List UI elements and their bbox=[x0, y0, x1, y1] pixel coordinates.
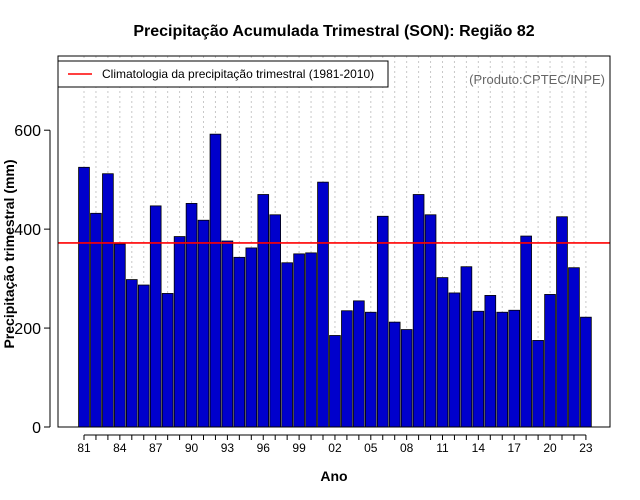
x-axis-label: Ano bbox=[320, 468, 347, 484]
x-tick-label: 02 bbox=[328, 441, 342, 455]
x-tick-label: 84 bbox=[113, 441, 127, 455]
bar-1996 bbox=[257, 194, 270, 428]
x-tick-label: 81 bbox=[77, 441, 91, 455]
bar-2007 bbox=[388, 321, 401, 428]
bar-1986 bbox=[137, 284, 150, 428]
bar-1988 bbox=[161, 293, 174, 428]
bar-1997 bbox=[269, 214, 281, 428]
x-tick-label: 17 bbox=[508, 441, 522, 455]
bar-2005 bbox=[364, 311, 377, 428]
x-tick-label: 20 bbox=[543, 441, 557, 455]
y-axis-label: Precipitação trimestral (mm) bbox=[1, 159, 17, 348]
bar-2023 bbox=[580, 316, 592, 428]
bar-1984 bbox=[114, 243, 126, 428]
bar-2006 bbox=[376, 215, 389, 428]
bar-2000 bbox=[305, 252, 317, 428]
credit-text: (Produto:CPTEC/INPE) bbox=[469, 72, 605, 87]
x-tick-label: 05 bbox=[364, 441, 378, 455]
bar-2010 bbox=[424, 214, 437, 428]
legend-label: Climatologia da precipitação trimestral … bbox=[102, 67, 374, 81]
bar-1998 bbox=[281, 262, 293, 428]
bar-2008 bbox=[400, 329, 413, 428]
bar-2013 bbox=[460, 266, 473, 428]
bar-1990 bbox=[185, 203, 198, 428]
bar-1995 bbox=[245, 247, 258, 428]
bars bbox=[78, 133, 592, 428]
y-tick-label: 600 bbox=[14, 123, 41, 140]
bar-1999 bbox=[293, 253, 305, 428]
x-tick-label: 90 bbox=[185, 441, 199, 455]
bar-2017 bbox=[508, 309, 520, 428]
bar-2003 bbox=[341, 310, 353, 428]
plot-frame bbox=[57, 55, 611, 428]
legend-box bbox=[57, 60, 389, 88]
chart-title: Precipitação Acumulada Trimestral (SON):… bbox=[133, 23, 534, 40]
bar-1993 bbox=[221, 240, 234, 428]
bar-1992 bbox=[209, 133, 222, 428]
bar-1981 bbox=[78, 166, 90, 428]
bar-1994 bbox=[233, 256, 246, 428]
bar-2009 bbox=[412, 194, 425, 428]
bar-1991 bbox=[197, 219, 210, 428]
y-tick-label: 200 bbox=[14, 321, 41, 338]
bar-2022 bbox=[568, 267, 580, 428]
bar-2020 bbox=[544, 294, 556, 428]
bar-1983 bbox=[102, 173, 114, 428]
bar-2012 bbox=[448, 292, 461, 428]
bar-1989 bbox=[173, 236, 186, 428]
x-tick-label: 14 bbox=[472, 441, 486, 455]
bar-2016 bbox=[496, 311, 509, 428]
bar-2014 bbox=[472, 310, 485, 428]
bar-1982 bbox=[90, 212, 102, 428]
bar-2001 bbox=[317, 181, 329, 428]
bar-2011 bbox=[436, 277, 449, 428]
x-tick-label: 93 bbox=[221, 441, 235, 455]
x-tick-label: 08 bbox=[400, 441, 414, 455]
legend: Climatologia da precipitação trimestral … bbox=[57, 60, 389, 88]
bar-2004 bbox=[353, 300, 365, 428]
y-tick-label: 400 bbox=[14, 222, 41, 239]
x-axis: 81 84 87 90 93 96 99 02 05 08 11 14 17 20 23 bbox=[77, 434, 593, 455]
x-tick-label: 99 bbox=[292, 441, 306, 455]
bar-1987 bbox=[149, 205, 162, 428]
y-tick-label: 0 bbox=[32, 420, 41, 437]
bar-2015 bbox=[484, 295, 497, 428]
x-tick-label: 96 bbox=[257, 441, 271, 455]
x-tick-label: 11 bbox=[436, 441, 449, 455]
bar-2019 bbox=[532, 340, 544, 428]
bar-2002 bbox=[329, 335, 341, 428]
bar-2018 bbox=[520, 235, 532, 428]
bar-2021 bbox=[556, 216, 568, 428]
x-tick-label: 87 bbox=[149, 441, 163, 455]
y-axis: 0 200 400 600 bbox=[14, 123, 51, 437]
bar-1985 bbox=[126, 279, 138, 428]
x-tick-label: 23 bbox=[579, 441, 593, 455]
